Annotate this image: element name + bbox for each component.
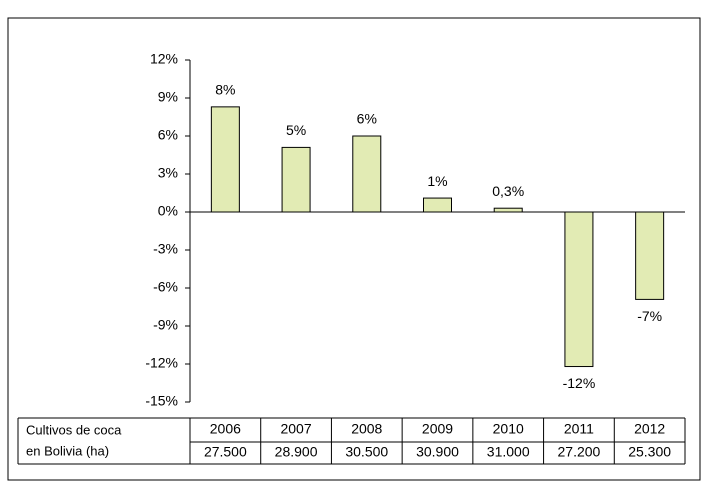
x-tick-label: 2007 xyxy=(280,421,311,437)
y-tick-label: -6% xyxy=(153,279,178,295)
chart-frame xyxy=(7,17,701,481)
x-tick-label: 2006 xyxy=(210,421,241,437)
y-tick-label: -12% xyxy=(145,355,178,371)
value-label: -12% xyxy=(563,375,596,391)
value-label: 8% xyxy=(215,82,235,98)
bar xyxy=(493,207,523,213)
bar xyxy=(352,135,382,213)
y-tick-label: 6% xyxy=(158,127,178,143)
x-tick-label: 2012 xyxy=(634,421,665,437)
x-tick-label: 2008 xyxy=(351,421,382,437)
bar xyxy=(423,197,452,213)
value-label: 5% xyxy=(286,122,306,138)
x-tick-label: 2009 xyxy=(422,421,453,437)
x-tick-label: 2010 xyxy=(493,421,524,437)
table-cell: 30.900 xyxy=(416,444,459,460)
table-cell: 28.900 xyxy=(275,444,318,460)
table-cell: 30.500 xyxy=(345,444,388,460)
bar xyxy=(564,211,594,368)
bar xyxy=(281,146,311,213)
bar xyxy=(635,211,665,300)
value-label: 0,3% xyxy=(492,183,524,199)
value-label: -7% xyxy=(637,308,662,324)
table-row-label: en Bolivia (ha) xyxy=(26,443,109,458)
y-tick-label: 3% xyxy=(158,165,178,181)
table-cell: 27.500 xyxy=(204,444,247,460)
value-label: 1% xyxy=(427,173,447,189)
y-tick-label: -3% xyxy=(153,241,178,257)
y-tick-label: 9% xyxy=(158,89,178,105)
x-tick-label: 2011 xyxy=(564,421,594,437)
y-tick-label: 0% xyxy=(158,203,178,219)
y-tick-label: -9% xyxy=(153,317,178,333)
value-label: 6% xyxy=(357,111,377,127)
y-tick-label: -15% xyxy=(145,393,178,409)
bar xyxy=(210,106,240,213)
table-cell: 27.200 xyxy=(558,444,601,460)
table-cell: 31.000 xyxy=(487,444,530,460)
table-cell: 25.300 xyxy=(628,444,671,460)
y-tick-label: 12% xyxy=(150,51,178,67)
table-row-label: Cultivos de coca xyxy=(26,422,122,437)
